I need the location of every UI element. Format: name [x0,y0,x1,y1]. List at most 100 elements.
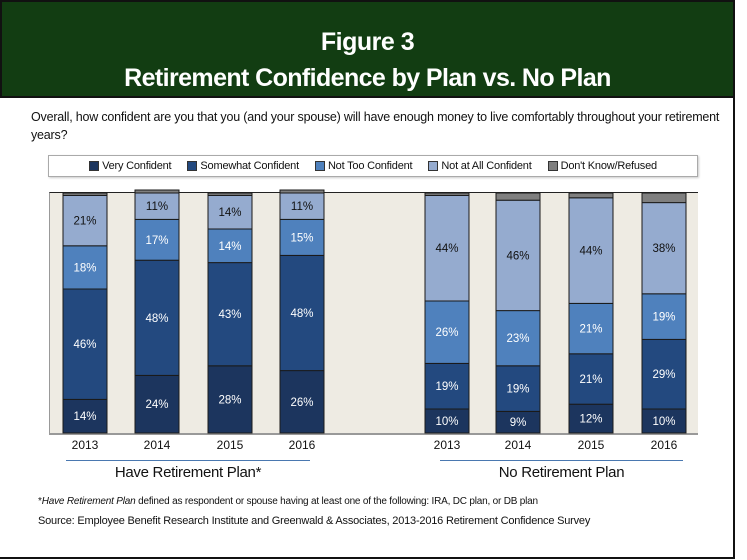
data-label: 23% [506,333,529,345]
data-label: 14% [73,411,96,423]
bar-segment [424,192,470,196]
data-label: 21% [579,374,602,386]
data-label: 46% [73,339,96,351]
x-tick-label: 2014 [143,438,171,452]
chart-title: Retirement Confidence by Plan vs. No Pla… [124,64,611,92]
data-label: 18% [73,262,96,274]
data-label: 17% [145,235,168,247]
bar-segment [62,192,108,196]
bar-segment [641,192,687,204]
data-label: 46% [506,250,529,262]
bar-segment [62,194,108,247]
bar-segment [641,293,687,340]
bar-segment [207,365,253,434]
footnote: *Have Retirement Plan defined as respond… [38,496,538,507]
bar-segment [62,288,108,400]
data-label: 29% [652,369,675,381]
data-label: 14% [218,241,241,253]
footnote-term: Have Retirement Plan [41,496,136,507]
legend-swatch [547,161,558,171]
group-underline-plan [66,460,310,461]
data-label: 48% [290,308,313,320]
data-label: 12% [579,414,602,426]
data-label: 15% [290,232,313,244]
data-label: 9% [510,417,527,429]
legend-swatch [89,161,100,171]
bar-segment [495,310,541,367]
group-label-no-plan: No Retirement Plan [498,464,625,481]
data-label: 10% [652,416,675,428]
data-label: 14% [218,207,241,219]
legend-item: Not Too Confident [314,160,413,172]
bar-segment [279,192,325,220]
data-label: 43% [218,309,241,321]
survey-question: Overall, how confident are you that you … [31,110,720,142]
data-label: 44% [579,246,602,258]
data-label: 26% [435,327,458,339]
data-label: 24% [145,399,168,411]
legend-item: Don't Know/Refused [547,160,658,172]
legend-item: Not at All Confident [428,160,532,172]
legend-label: Very Confident [102,160,172,172]
x-tick-label: 2013 [71,438,99,452]
legend-swatch [428,161,439,171]
data-label: 19% [652,312,675,324]
bar-segment [134,218,180,261]
data-label: 28% [218,394,241,406]
data-label: 10% [435,416,458,428]
footnote-star: * [38,496,42,507]
bar-segment [568,403,614,434]
data-label: 19% [506,384,529,396]
data-label: 11% [146,201,168,213]
figure-number: Figure 3 [320,28,415,56]
bar-segment [641,202,687,295]
bar-segment [207,262,253,367]
x-tick-label: 2016 [650,438,678,452]
legend-swatch [314,161,325,171]
bar-segment [424,300,470,364]
legend-swatch [187,161,198,171]
bar-segment [134,189,180,194]
data-label: 21% [73,216,96,228]
legend-item: Somewhat Confident [187,160,299,172]
bar-segment [134,374,180,434]
data-label: 21% [579,324,602,336]
group-label-have-plan: Have Retirement Plan* [114,464,262,481]
source-note: Source: Employee Benefit Research Instit… [38,515,591,527]
bar-segment [641,408,687,434]
x-tick-label: 2014 [504,438,532,452]
figure-header: Figure 3 Retirement Confidence by Plan v… [0,0,735,98]
bar-segment [495,192,541,201]
data-label: 11% [291,201,313,213]
bar-segment [568,192,614,199]
data-label: 38% [652,243,675,255]
data-label: 44% [435,243,458,255]
bar-segment [424,408,470,434]
bar-segment [207,192,253,196]
bar-segment [134,192,180,220]
legend: Very Confident Somewhat Confident Not Too … [48,155,698,177]
legend-label: Don't Know/Refused [560,160,658,172]
bar-segment [207,228,253,264]
bar-segment [568,197,614,304]
x-tick-label: 2015 [216,438,244,452]
footnote-text: defined as respondent or spouse having a… [135,496,538,507]
bar-segment [134,259,180,376]
bar-segment [495,199,541,312]
bar-segment [279,189,325,194]
bar-segment [279,370,325,434]
x-tick-label: 2013 [433,438,461,452]
x-tick-label: 2015 [577,438,605,452]
data-label: 19% [435,381,458,393]
bar-segment [424,362,470,410]
legend-label: Not at All Confident [441,160,532,172]
legend-label: Not Too Confident [327,160,413,172]
data-label: 26% [290,397,313,409]
legend-item: Very Confident [89,160,172,172]
legend-label: Somewhat Confident [200,160,299,172]
x-tick-label: 2016 [288,438,316,452]
data-label: 48% [145,313,168,325]
bar-segment [62,398,108,434]
